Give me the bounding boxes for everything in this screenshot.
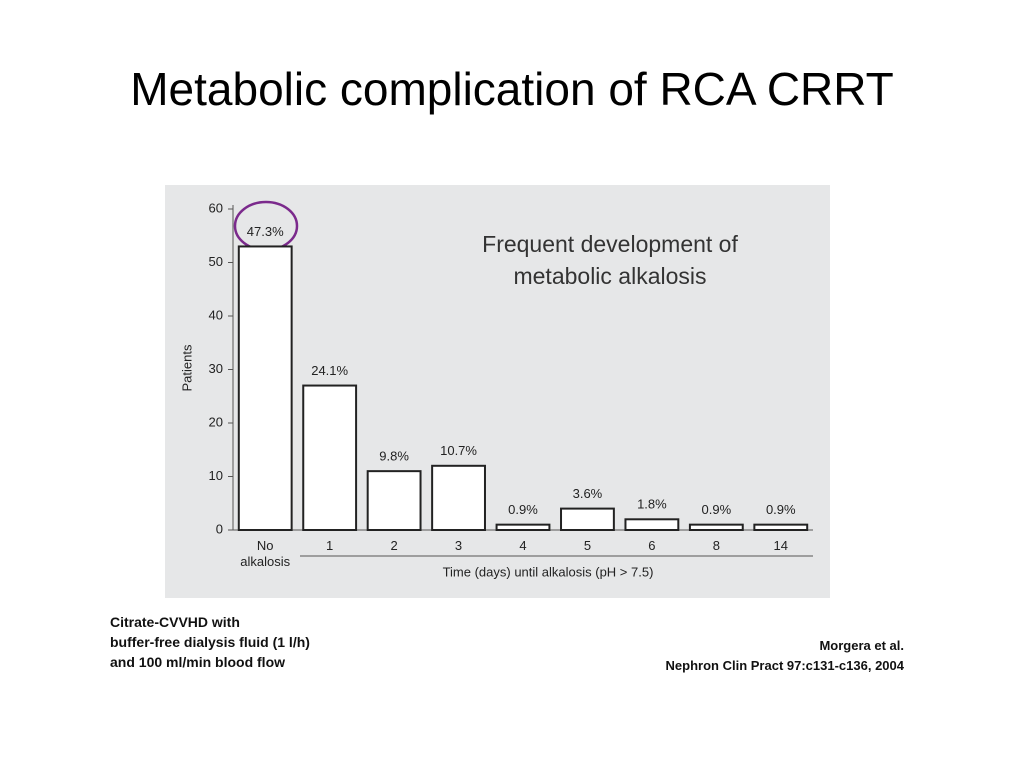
bar [560, 507, 615, 532]
bar [688, 523, 744, 532]
x-tick-label: 4 [519, 538, 527, 553]
x-tick-label: 8 [712, 538, 720, 553]
note: Citrate-CVVHD with buffer-free dialysis f… [110, 612, 310, 672]
value-label: 3.6% [573, 486, 603, 501]
y-tick-label: 60 [209, 200, 223, 215]
slide-title: Metabolic complication of RCA CRRT [130, 63, 894, 115]
note-line: and 100 ml/min blood flow [110, 654, 286, 670]
bar [237, 245, 293, 531]
value-label: 0.9% [766, 502, 796, 517]
note-line: buffer-free dialysis fluid (1 l/h) [110, 634, 310, 650]
y-axis-label: Patients [179, 344, 194, 391]
y-tick-label: 50 [209, 254, 223, 269]
y-tick-label: 30 [209, 361, 223, 376]
value-label: 10.7% [440, 443, 477, 458]
value-label: 24.1% [311, 363, 348, 378]
x-tick-label: 3 [454, 538, 463, 553]
value-label: 0.9% [508, 502, 538, 517]
bar [495, 523, 551, 532]
y-tick-label: 20 [209, 414, 223, 429]
citation-line: Morgera et al. [819, 638, 904, 653]
x-tick-label: 1 [326, 538, 334, 553]
citation-line: Nephron Clin Pract 97:c131-c136, 2004 [665, 658, 904, 673]
y-tick-label: 10 [209, 468, 223, 483]
bar [753, 523, 809, 532]
bar [302, 384, 358, 531]
y-tick-label: 0 [216, 521, 223, 536]
citation: Morgera et al. Nephron Clin Pract 97:c131… [666, 636, 904, 676]
value-label: 0.9% [702, 502, 732, 517]
inset-title: Frequent development of metabolic alkalo… [482, 231, 738, 289]
x-tick-label: No alkalosis [240, 538, 291, 569]
bar [366, 470, 422, 531]
y-tick-label: 40 [209, 307, 223, 322]
value-label: 47.3% [247, 224, 284, 239]
x-tick-label: 5 [583, 538, 592, 553]
x-tick-label: 14 [773, 538, 788, 553]
bar [624, 518, 680, 531]
value-label: 1.8% [637, 497, 667, 512]
note-line: Citrate-CVVHD with [110, 614, 240, 630]
value-label: 9.8% [379, 449, 409, 464]
x-axis-label: Time (days) until alkalosis (pH > 7.5) [443, 564, 654, 579]
bar [431, 464, 486, 531]
x-tick-label: 6 [648, 538, 656, 553]
x-tick-label: 2 [390, 538, 398, 553]
